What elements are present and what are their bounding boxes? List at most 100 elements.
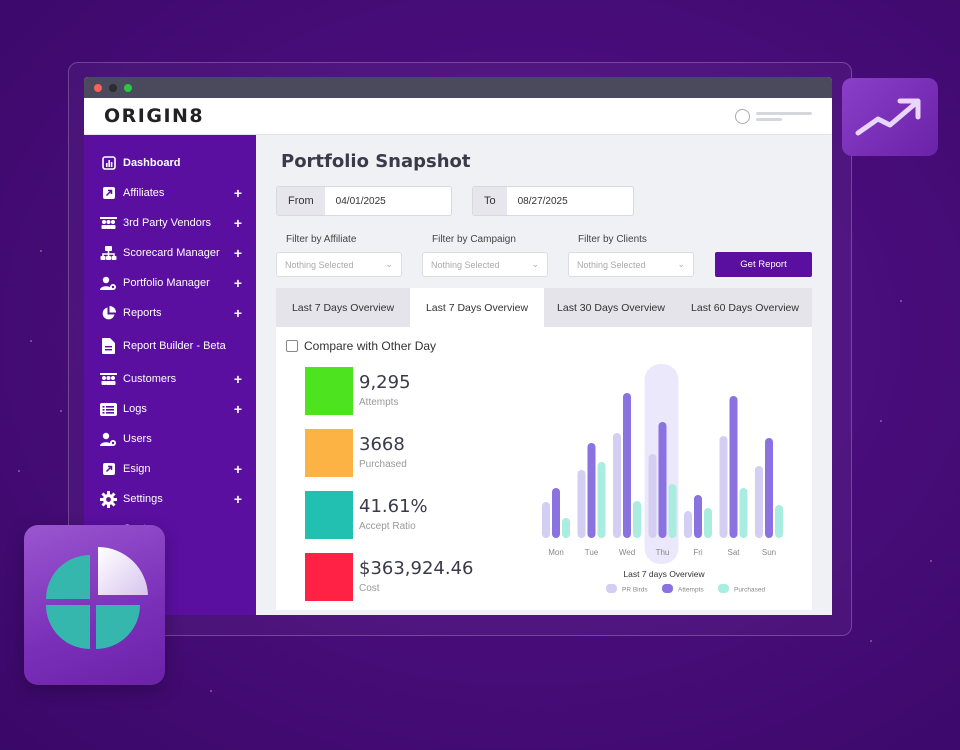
bar-purchased-thu xyxy=(668,484,677,538)
overview-tabs: Last 7 Days Overview Last 7 Days Overview… xyxy=(276,288,812,327)
user-avatar-icon xyxy=(735,108,750,124)
pie-chart-icon xyxy=(46,547,148,649)
sidebar-item-label: 3rd Party Vendors xyxy=(123,217,212,229)
campaign-select[interactable]: Nothing Selected ⌄ xyxy=(422,252,548,277)
sidebar-item-label: Dashboard xyxy=(123,157,181,169)
bar-purchased-fri xyxy=(704,508,712,538)
x-tick-label: Mon xyxy=(548,548,564,557)
metric-swatch xyxy=(305,429,353,477)
legend-swatch xyxy=(606,584,617,593)
compare-toggle[interactable]: Compare with Other Day xyxy=(286,339,436,353)
metric-label: Attempts xyxy=(359,397,399,408)
tab-overview-1[interactable]: Last 7 Days Overview xyxy=(410,288,544,327)
metric-label: Purchased xyxy=(359,459,407,470)
legend-label: PR Birds xyxy=(622,587,648,594)
metric-value: 3668 xyxy=(359,434,405,455)
expand-plus-icon[interactable]: + xyxy=(233,461,242,477)
clients-select-placeholder: Nothing Selected xyxy=(577,259,646,270)
sidebar-item-report-builder-beta[interactable]: Report Builder - Beta xyxy=(84,328,256,364)
window-titlebar xyxy=(84,77,832,98)
external-link-icon xyxy=(100,461,117,478)
tab-overview-2[interactable]: Last 30 Days Overview xyxy=(557,301,665,314)
bar-purchased-wed xyxy=(633,501,641,538)
top-bar: ORIGIN8 xyxy=(84,98,832,135)
expand-plus-icon[interactable]: + xyxy=(233,491,242,507)
sidebar-item-label: Report Builder - Beta xyxy=(123,340,226,352)
metric-attempts: 9,295 Attempts xyxy=(305,367,411,415)
main-content: Portfolio Snapshot From 04/01/2025 To 08… xyxy=(256,135,832,615)
metric-label: Cost xyxy=(359,583,380,594)
group-icon xyxy=(100,215,117,232)
close-dot[interactable] xyxy=(94,83,102,92)
metric-label: Accept Ratio xyxy=(359,521,416,532)
sidebar-item-esign[interactable]: Esign + xyxy=(84,454,256,484)
from-date-field[interactable]: From 04/01/2025 xyxy=(276,186,452,216)
x-tick-label: Fri xyxy=(693,548,703,557)
trend-card xyxy=(842,78,938,156)
metric-swatch xyxy=(305,367,353,415)
expand-plus-icon[interactable]: + xyxy=(233,305,242,321)
bar-attempts-sun xyxy=(765,438,773,538)
sidebar-item-portfolio-manager[interactable]: Portfolio Manager + xyxy=(84,268,256,298)
reports-pie-card xyxy=(24,525,165,685)
expand-plus-icon[interactable]: + xyxy=(233,245,242,261)
expand-plus-icon[interactable]: + xyxy=(233,401,242,417)
expand-plus-icon[interactable]: + xyxy=(233,275,242,291)
org-chart-icon xyxy=(100,245,117,262)
minimize-dot[interactable] xyxy=(109,83,117,92)
x-tick-label: Tue xyxy=(585,548,599,557)
overview-panel: Compare with Other Day 9,295 Attempts 3668… xyxy=(276,327,812,610)
to-date-value[interactable]: 08/27/2025 xyxy=(517,195,568,207)
bar-purchased-mon xyxy=(562,518,570,538)
bar-purchased-sun xyxy=(775,505,783,538)
sidebar-item-scorecard-manager[interactable]: Scorecard Manager + xyxy=(84,238,256,268)
x-tick-label: Sun xyxy=(762,548,776,557)
to-date-field[interactable]: To 08/27/2025 xyxy=(472,186,634,216)
chart-title: Last 7 days Overview xyxy=(623,569,705,579)
gear-icon xyxy=(100,490,117,508)
metric-accept-ratio: 41.61% Accept Ratio xyxy=(305,491,428,539)
bar-attempts-thu xyxy=(658,422,667,538)
sidebar-item-label: Esign xyxy=(123,463,151,475)
sidebar-item-label: Scorecard Manager xyxy=(123,247,220,259)
filter-campaign-label: Filter by Campaign xyxy=(432,234,516,245)
sidebar-item-settings[interactable]: Settings + xyxy=(84,484,256,514)
from-date-value[interactable]: 04/01/2025 xyxy=(335,195,386,207)
affiliate-select[interactable]: Nothing Selected ⌄ xyxy=(276,252,402,277)
user-gear-icon xyxy=(100,275,117,292)
expand-plus-icon[interactable]: + xyxy=(233,215,242,231)
filter-affiliate-label: Filter by Affiliate xyxy=(286,234,357,245)
sidebar-item-3rd-party-vendors[interactable]: 3rd Party Vendors + xyxy=(84,208,256,238)
tab-overview-3[interactable]: Last 60 Days Overview xyxy=(691,301,799,314)
clients-select[interactable]: Nothing Selected ⌄ xyxy=(568,252,694,277)
from-label: From xyxy=(277,187,325,215)
bar-pr-birds-tue xyxy=(577,470,586,538)
expand-plus-icon[interactable]: + xyxy=(233,371,242,387)
x-tick-label: Thu xyxy=(656,548,670,557)
compare-checkbox[interactable] xyxy=(286,340,298,352)
sidebar-item-dashboard[interactable]: Dashboard xyxy=(84,148,256,178)
chevron-down-icon: ⌄ xyxy=(385,259,393,269)
pie-chart-icon xyxy=(100,305,117,322)
maximize-dot[interactable] xyxy=(124,83,132,92)
x-tick-label: Sat xyxy=(727,548,740,557)
bar-attempts-sat xyxy=(729,396,738,538)
sidebar-item-customers[interactable]: Customers + xyxy=(84,364,256,394)
trend-up-icon xyxy=(855,98,921,136)
campaign-select-placeholder: Nothing Selected xyxy=(431,259,500,270)
bar-purchased-sat xyxy=(739,488,748,538)
expand-plus-icon[interactable]: + xyxy=(233,185,242,201)
bar-pr-birds-sat xyxy=(719,436,728,538)
sidebar-item-reports[interactable]: Reports + xyxy=(84,298,256,328)
metric-value: 41.61% xyxy=(359,496,428,517)
tab-overview-0[interactable]: Last 7 Days Overview xyxy=(291,301,395,314)
logo: ORIGIN8 xyxy=(104,105,205,127)
metric-swatch xyxy=(305,491,353,539)
sidebar-item-users[interactable]: Users xyxy=(84,424,256,454)
sidebar-item-logs[interactable]: Logs + xyxy=(84,394,256,424)
get-report-button[interactable]: Get Report xyxy=(715,252,812,277)
page-title: Portfolio Snapshot xyxy=(281,151,471,172)
sidebar-item-affiliates[interactable]: Affiliates + xyxy=(84,178,256,208)
sidebar-item-label: Reports xyxy=(123,307,162,319)
user-menu[interactable] xyxy=(735,108,812,124)
